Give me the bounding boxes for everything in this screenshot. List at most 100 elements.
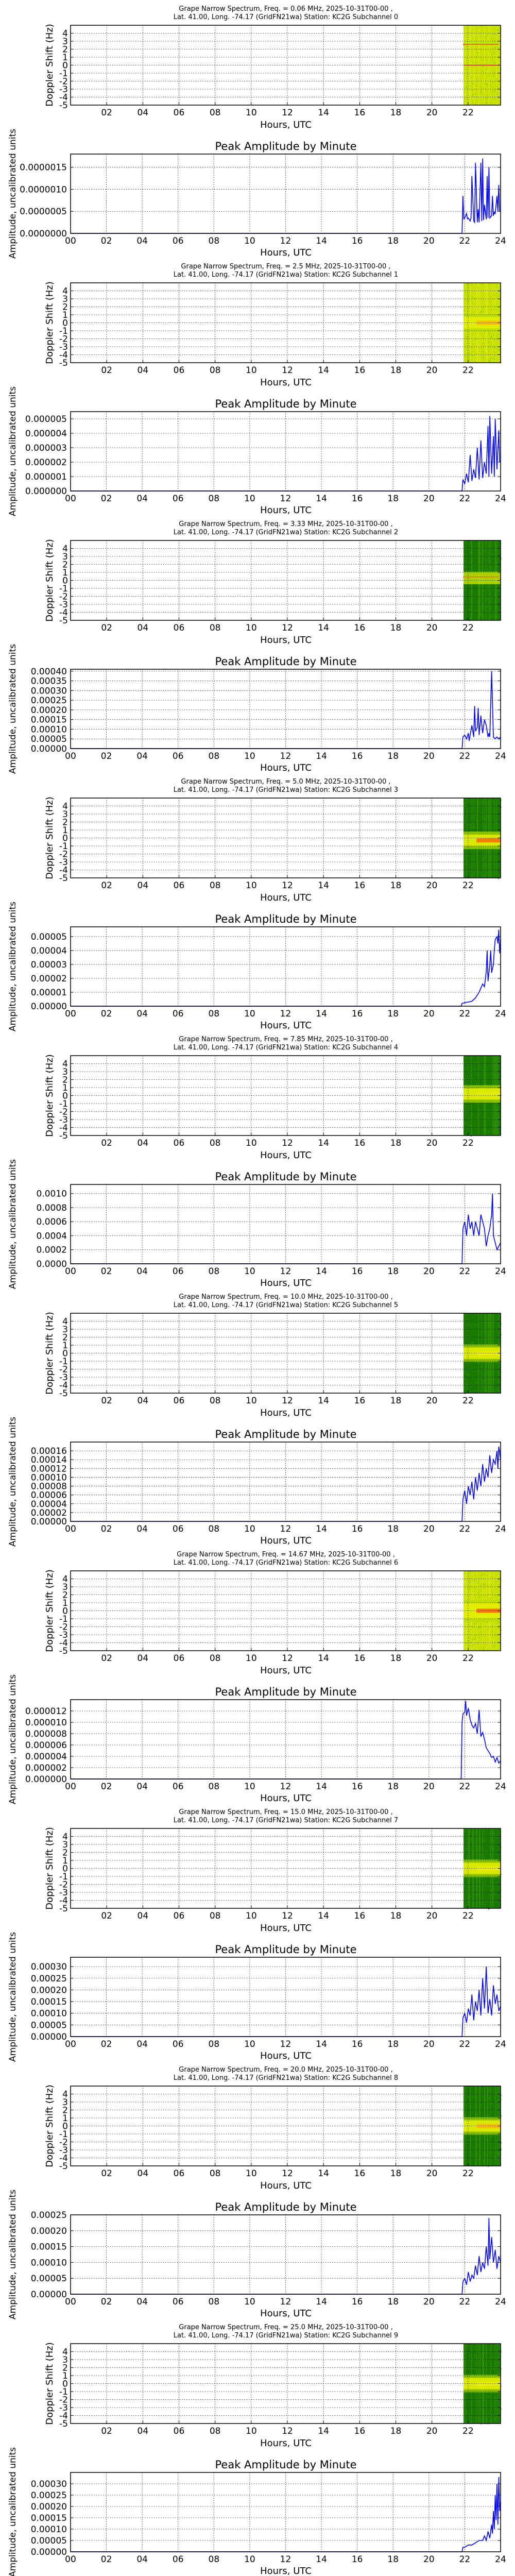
spectrogram-title-line2: Lat. 41.00, Long. -74.17 (GridFN21wa) St… — [174, 1817, 398, 1824]
x-tick-label: 20 — [423, 1009, 435, 1019]
y-tick-label: -1 — [59, 841, 68, 852]
x-tick-label: 22 — [462, 1138, 474, 1148]
spectrogram-chart: Grape Narrow Spectrum, Freq. = 25.0 MHz,… — [44, 2324, 502, 2449]
amplitude-title: Peak Amplitude by Minute — [215, 140, 357, 152]
y-tick-label: -4 — [59, 2154, 68, 2164]
x-tick-label: 12 — [280, 751, 291, 761]
y-tick-label: 0.00015 — [31, 2513, 67, 2523]
spectrogram-chart: Grape Narrow Spectrum, Freq. = 7.85 MHz,… — [44, 1036, 502, 1161]
x-tick-label: 12 — [280, 2039, 291, 2049]
spectrogram-title-line1: Grape Narrow Spectrum, Freq. = 0.06 MHz,… — [179, 5, 392, 13]
y-tick-label: 0.00000 — [31, 744, 67, 754]
x-tick-label: 10 — [246, 365, 257, 376]
x-tick-label: 10 — [246, 623, 257, 633]
spectrogram-ylabel: Doppler Shift (Hz) — [44, 539, 55, 622]
y-tick-label: 0.00000 — [31, 2032, 67, 2042]
x-tick-label: 12 — [282, 108, 293, 118]
y-tick-label: 0.00035 — [31, 676, 67, 687]
x-tick-label: 24 — [495, 1524, 506, 1534]
y-tick-label: -5 — [59, 1904, 68, 1914]
spectrogram-title-line2: Lat. 41.00, Long. -74.17 (GridFN21wa) St… — [174, 529, 398, 536]
x-tick-label: 06 — [173, 2297, 184, 2307]
amplitude-xlabel: Hours, UTC — [260, 1793, 312, 1804]
y-tick-label: 0.0000015 — [20, 163, 67, 173]
x-tick-label: 06 — [173, 494, 184, 504]
spectrogram-frame — [70, 1570, 501, 1651]
x-tick-label: 08 — [210, 1653, 221, 1664]
y-tick-label: 0.00002 — [31, 1508, 67, 1518]
amplitude-xlabel: Hours, UTC — [260, 2566, 312, 2576]
x-tick-label: 16 — [354, 1911, 366, 1921]
x-tick-label: 12 — [282, 2168, 293, 2179]
x-tick-label: 24 — [495, 1782, 506, 1792]
x-tick-label: 06 — [173, 751, 184, 761]
spectrogram-heatmap — [464, 283, 502, 363]
x-tick-label: 24 — [495, 1009, 506, 1019]
x-tick-label: 08 — [210, 880, 221, 891]
y-tick-label: -4 — [59, 93, 68, 103]
x-tick-label: 20 — [426, 108, 438, 118]
x-tick-label: 22 — [462, 1911, 474, 1921]
x-tick-label: 10 — [246, 108, 257, 118]
x-tick-label: 20 — [426, 365, 438, 376]
y-tick-label: 0.00025 — [31, 2210, 67, 2221]
x-tick-label: 02 — [101, 1524, 112, 1534]
amplitude-ylabel: Amplitude, uncalibrated units — [8, 1159, 18, 1289]
y-tick-label: 0.0002 — [37, 1245, 67, 1256]
y-tick-label: 0.000006 — [25, 1740, 67, 1751]
spectrogram-frame — [70, 540, 501, 621]
y-tick-label: 0.00014 — [31, 1455, 67, 1465]
x-tick-label: 12 — [282, 880, 293, 891]
y-tick-label: 0 — [62, 834, 68, 844]
x-tick-label: 20 — [423, 2297, 435, 2307]
amplitude-chart: Peak Amplitude by Minute0.000000.000010.… — [8, 902, 506, 1031]
x-tick-label: 04 — [138, 2168, 149, 2179]
y-tick-label: 0.00010 — [31, 2524, 67, 2535]
y-tick-label: 0.00010 — [31, 2009, 67, 2019]
x-tick-label: 06 — [174, 108, 185, 118]
x-tick-label: 04 — [136, 1524, 148, 1534]
x-tick-label: 20 — [426, 1911, 438, 1921]
spectrogram-ylabel: Doppler Shift (Hz) — [44, 1569, 55, 1652]
y-tick-label: -2 — [59, 850, 68, 860]
amplitude-title: Peak Amplitude by Minute — [215, 2459, 357, 2471]
x-tick-label: 02 — [101, 2426, 112, 2436]
x-tick-label: 08 — [209, 751, 220, 761]
y-tick-label: 1 — [62, 1083, 68, 1093]
x-tick-label: 20 — [423, 1266, 435, 1277]
x-tick-label: 10 — [246, 2168, 257, 2179]
y-tick-label: -3 — [59, 2403, 68, 2413]
y-tick-label: 3 — [62, 1067, 68, 1077]
x-tick-label: 08 — [209, 494, 220, 504]
x-tick-label: 14 — [316, 236, 327, 246]
y-tick-label: 0.000012 — [25, 1706, 67, 1717]
y-tick-label: 0.00004 — [31, 1499, 67, 1510]
amplitude-chart: Peak Amplitude by Minute 0.000000 0.000001… — [8, 386, 506, 516]
x-tick-label: 16 — [352, 236, 363, 246]
x-tick-label: 08 — [209, 236, 220, 246]
x-tick-label: 20 — [423, 1782, 435, 1792]
x-tick-label: 12 — [282, 623, 293, 633]
x-tick-label: 10 — [244, 1266, 255, 1277]
amplitude-chart: Peak Amplitude by Minute0.00000.00020.00… — [8, 1159, 506, 1289]
amplitude-title: Peak Amplitude by Minute — [215, 1943, 357, 1956]
y-tick-label: 0 — [62, 2122, 68, 2132]
y-tick-label: 2 — [62, 302, 68, 313]
x-tick-label: 00 — [65, 1266, 76, 1277]
amplitude-title: Peak Amplitude by Minute — [215, 1428, 357, 1440]
x-tick-label: 18 — [387, 1009, 399, 1019]
x-tick-label: 04 — [136, 236, 148, 246]
y-tick-label: 4 — [62, 1317, 68, 1327]
x-tick-label: 16 — [352, 1266, 363, 1277]
x-tick-label: 20 — [426, 2426, 438, 2436]
y-tick-label: 0.0000 — [37, 1259, 67, 1269]
x-tick-label: 08 — [210, 365, 221, 376]
spectrogram-xlabel: Hours, UTC — [260, 120, 312, 130]
spectrogram-chart: Grape Narrow Spectrum, Freq. = 20.0 MHz,… — [44, 2066, 502, 2191]
spectrogram-title-line2: Lat. 41.00, Long. -74.17 (GridFN21wa) St… — [174, 2074, 398, 2082]
x-tick-label: 16 — [354, 365, 366, 376]
y-tick-label: -5 — [59, 873, 68, 884]
x-tick-label: 22 — [459, 1782, 471, 1792]
amplitude-title: Peak Amplitude by Minute — [215, 913, 357, 925]
